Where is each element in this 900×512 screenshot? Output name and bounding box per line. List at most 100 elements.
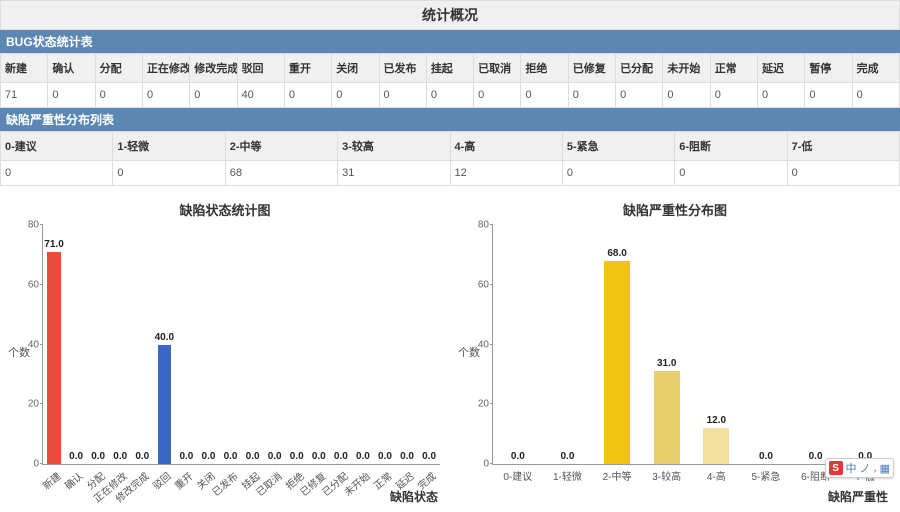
bar-value-label: 0.0 [179, 451, 193, 462]
bar-slot: 0.0正常 [374, 225, 396, 464]
table-col-header: 完成 [852, 54, 899, 83]
table-cell: 0 [95, 83, 142, 108]
bar-value-label: 0.0 [560, 451, 574, 462]
bar-slot: 71.0新建 [43, 225, 65, 464]
bar-value-label: 0.0 [312, 451, 326, 462]
bar-slot: 68.02-中等 [592, 225, 642, 464]
ime-widget[interactable]: S 中 ノ , ▦ [825, 458, 894, 478]
table-col-header: 暂停 [805, 54, 852, 83]
bar-slot: 0.00-建议 [493, 225, 543, 464]
table-col-header: 确认 [48, 54, 95, 83]
table-col-header: 新建 [1, 54, 48, 83]
table-cell: 0 [710, 83, 757, 108]
table-col-header: 5-紧急 [562, 132, 674, 161]
table-cell: 0 [568, 83, 615, 108]
ytick-label: 0 [15, 459, 39, 470]
xtick-label: 2-中等 [603, 468, 632, 483]
bar-value-label: 0.0 [224, 451, 238, 462]
table-col-header: 7-低 [787, 132, 899, 161]
bar-slot: 12.04-高 [692, 225, 742, 464]
table-col-header: 延迟 [758, 54, 805, 83]
table-cell: 0 [805, 83, 852, 108]
ytick-label: 40 [465, 339, 489, 350]
bar-value-label: 0.0 [113, 451, 127, 462]
bar-value-label: 0.0 [246, 451, 260, 462]
table-cell: 68 [225, 161, 337, 186]
table-col-header: 已取消 [474, 54, 521, 83]
chart2-xaxis-title: 缺陷严重性 [828, 488, 888, 505]
bar-value-label: 0.0 [268, 451, 282, 462]
table-col-header: 2-中等 [225, 132, 337, 161]
chart1-title: 缺陷状态统计图 [6, 200, 444, 219]
table-col-header: 正在修改 [142, 54, 189, 83]
bar [158, 345, 171, 465]
table-col-header: 0-建议 [1, 132, 113, 161]
bar-value-label: 0.0 [759, 451, 773, 462]
ime-part: , [874, 462, 877, 474]
bar-value-label: 0.0 [511, 451, 525, 462]
bar-value-label: 31.0 [657, 358, 676, 369]
xtick-label: 0-建议 [503, 468, 532, 483]
table-cell: 40 [237, 83, 284, 108]
charts-row: 缺陷状态统计图 个数 71.0新建0.0确认0.0分配0.0正在修改0.0修改完… [0, 194, 900, 509]
table-cell: 0 [852, 83, 899, 108]
table-col-header: 4-高 [450, 132, 562, 161]
chart1-xaxis-title: 缺陷状态 [390, 488, 438, 505]
table-cell: 0 [663, 83, 710, 108]
ytick-label: 0 [465, 459, 489, 470]
bar-value-label: 71.0 [44, 239, 63, 250]
ime-part: ▦ [880, 462, 890, 475]
bar-value-label: 0.0 [356, 451, 370, 462]
chart-status: 缺陷状态统计图 个数 71.0新建0.0确认0.0分配0.0正在修改0.0修改完… [6, 194, 444, 509]
bar-value-label: 12.0 [707, 415, 726, 426]
bar-slot: 0.0已修复 [308, 225, 330, 464]
table-col-header: 驳回 [237, 54, 284, 83]
bar-value-label: 0.0 [135, 451, 149, 462]
bar-value-label: 0.0 [334, 451, 348, 462]
xtick-label: 1-轻微 [553, 468, 582, 483]
table-cell: 0 [379, 83, 426, 108]
table-col-header: 修改完成 [190, 54, 237, 83]
bar-value-label: 0.0 [378, 451, 392, 462]
table-col-header: 分配 [95, 54, 142, 83]
bar-value-label: 0.0 [400, 451, 414, 462]
ytick-label: 80 [465, 220, 489, 231]
overview-title: 统计概况 [0, 0, 900, 30]
bar-slot: 0.0修改完成 [131, 225, 153, 464]
bar-slot: 0.0拒绝 [286, 225, 308, 464]
severity-table: 0-建议1-轻微2-中等3-较高4-高5-紧急6-阻断7-低 006831120… [0, 131, 900, 186]
table-cell: 0 [332, 83, 379, 108]
table-cell: 0 [758, 83, 805, 108]
table-cell: 0 [562, 161, 674, 186]
xtick-label: 3-较高 [652, 468, 681, 483]
table-cell: 31 [338, 161, 450, 186]
severity-table-header: 缺陷严重性分布列表 [0, 108, 900, 131]
bar-slot: 0.0确认 [65, 225, 87, 464]
table-col-header: 已发布 [379, 54, 426, 83]
bar-slot: 0.0关闭 [197, 225, 219, 464]
table-col-header: 1-轻微 [113, 132, 225, 161]
bar-value-label: 0.0 [290, 451, 304, 462]
bar-value-label: 0.0 [202, 451, 216, 462]
table-col-header: 挂起 [426, 54, 473, 83]
table-col-header: 6-阻断 [675, 132, 787, 161]
bar-slot: 0.0已发布 [220, 225, 242, 464]
bar [604, 261, 630, 464]
table-col-header: 拒绝 [521, 54, 568, 83]
table-cell: 0 [284, 83, 331, 108]
table-cell: 0 [113, 161, 225, 186]
ytick-label: 60 [465, 279, 489, 290]
bar-slot: 0.01-轻微 [543, 225, 593, 464]
ytick-label: 40 [15, 339, 39, 350]
bar-value-label: 40.0 [155, 332, 174, 343]
bar-slot: 0.0完成 [418, 225, 440, 464]
bar-value-label: 0.0 [422, 451, 436, 462]
bar-slot: 0.0未开始 [352, 225, 374, 464]
bar-slot: 0.0已取消 [264, 225, 286, 464]
table-cell: 0 [1, 161, 113, 186]
ytick-label: 60 [15, 279, 39, 290]
bug-status-table: 新建确认分配正在修改修改完成驳回重开关闭已发布挂起已取消拒绝已修复已分配未开始正… [0, 53, 900, 108]
table-cell: 71 [1, 83, 48, 108]
bar [654, 371, 680, 464]
table-cell: 0 [787, 161, 899, 186]
